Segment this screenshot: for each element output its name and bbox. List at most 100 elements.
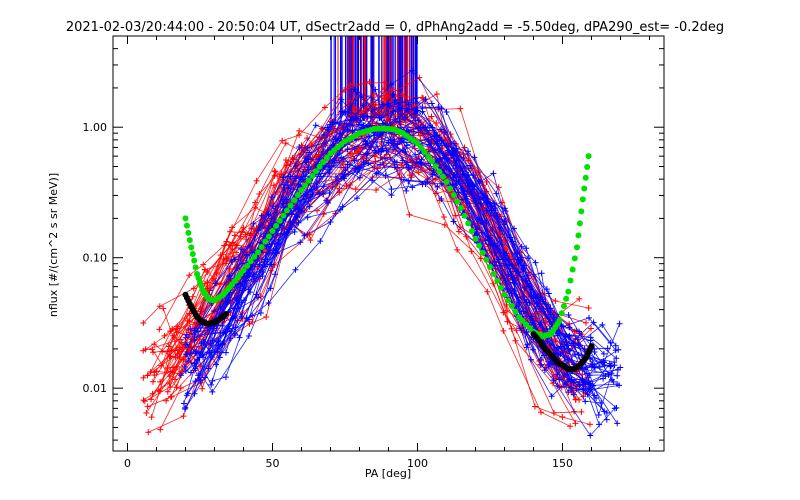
blue-marker <box>406 165 413 172</box>
blue-marker <box>590 319 597 326</box>
blue-marker <box>614 381 621 388</box>
red-marker <box>504 307 511 314</box>
fit-point <box>247 258 254 265</box>
red-marker <box>173 329 180 336</box>
blue-marker <box>423 127 430 134</box>
fit-point <box>581 185 588 192</box>
fit-point <box>560 303 567 310</box>
blue-trace <box>208 130 589 390</box>
blue-marker <box>371 106 378 113</box>
red-marker <box>197 305 204 312</box>
blue-marker <box>320 183 327 190</box>
red-marker <box>440 213 447 220</box>
blue-marker <box>530 346 537 353</box>
red-marker <box>199 385 206 392</box>
blue-marker <box>398 138 405 145</box>
blue-marker <box>396 118 403 125</box>
blue-marker <box>273 250 280 257</box>
blue-marker <box>527 356 534 363</box>
blue-marker <box>580 378 587 385</box>
blue-marker <box>450 218 457 225</box>
blue-marker <box>191 390 198 397</box>
red-marker <box>178 339 185 346</box>
blue-marker <box>194 356 201 363</box>
chart-title: 2021-02-03/20:44:00 - 20:50:04 UT, dSect… <box>66 20 724 35</box>
blue-marker <box>320 191 327 198</box>
red-marker <box>157 378 164 385</box>
blue-marker <box>428 100 435 107</box>
blue-marker <box>455 189 462 196</box>
blue-marker <box>344 146 351 153</box>
blue-marker <box>445 147 452 154</box>
fit-point <box>414 140 421 147</box>
blue-marker <box>543 286 550 293</box>
blue-marker <box>219 341 226 348</box>
blue-marker <box>292 266 299 273</box>
blue-marker <box>570 391 577 398</box>
blue-marker <box>281 184 288 191</box>
blue-marker <box>317 238 324 245</box>
red-marker <box>213 270 220 277</box>
blue-marker <box>587 334 594 341</box>
red-marker <box>455 228 462 235</box>
fit-point <box>523 321 530 328</box>
fit-point <box>494 277 501 284</box>
fit-point <box>244 262 251 269</box>
red-marker <box>140 347 147 354</box>
plot-area <box>140 36 624 439</box>
red-marker <box>477 255 484 262</box>
black-fit-curve-1 <box>182 291 230 328</box>
blue-marker <box>291 228 298 235</box>
blue-marker <box>436 145 443 152</box>
red-marker <box>227 228 234 235</box>
blue-marker <box>245 333 252 340</box>
red-marker <box>149 346 156 353</box>
red-marker <box>155 387 162 394</box>
red-marker <box>531 403 538 410</box>
red-marker <box>159 348 166 355</box>
blue-marker <box>272 271 279 278</box>
blue-marker <box>595 412 602 419</box>
red-marker <box>500 327 507 334</box>
blue-marker <box>292 205 299 212</box>
blue-marker <box>183 331 190 338</box>
blue-marker <box>584 391 591 398</box>
red-marker <box>140 319 147 326</box>
fit-point <box>582 174 589 181</box>
blue-marker <box>211 308 218 315</box>
x-tick-label: 100 <box>407 457 428 470</box>
red-marker <box>433 91 440 98</box>
red-marker <box>381 85 388 92</box>
blue-marker <box>478 229 485 236</box>
blue-marker <box>564 378 571 385</box>
y-tick-label: 1.00 <box>83 121 108 134</box>
blue-marker <box>550 377 557 384</box>
blue-marker <box>566 324 573 331</box>
red-marker <box>186 272 193 279</box>
red-marker <box>164 388 171 395</box>
blue-marker <box>354 195 361 202</box>
fit-point <box>479 249 486 256</box>
blue-marker <box>371 132 378 139</box>
blue-marker <box>327 218 334 225</box>
fit-point <box>223 311 230 318</box>
y-tick-label: 0.01 <box>83 382 108 395</box>
red-marker <box>143 410 150 417</box>
red-marker <box>433 119 440 126</box>
fit-point <box>189 251 196 258</box>
red-marker <box>457 223 464 230</box>
blue-marker <box>576 381 583 388</box>
blue-marker <box>222 349 229 356</box>
fit-point <box>443 179 450 186</box>
blue-marker <box>443 163 450 170</box>
blue-marker <box>227 275 234 282</box>
blue-marker <box>364 150 371 157</box>
red-marker <box>140 397 147 404</box>
blue-marker <box>526 299 533 306</box>
blue-marker <box>508 290 515 297</box>
fit-point <box>476 242 483 249</box>
fit-point <box>505 297 512 304</box>
red-marker <box>151 372 158 379</box>
fit-point <box>579 196 586 203</box>
